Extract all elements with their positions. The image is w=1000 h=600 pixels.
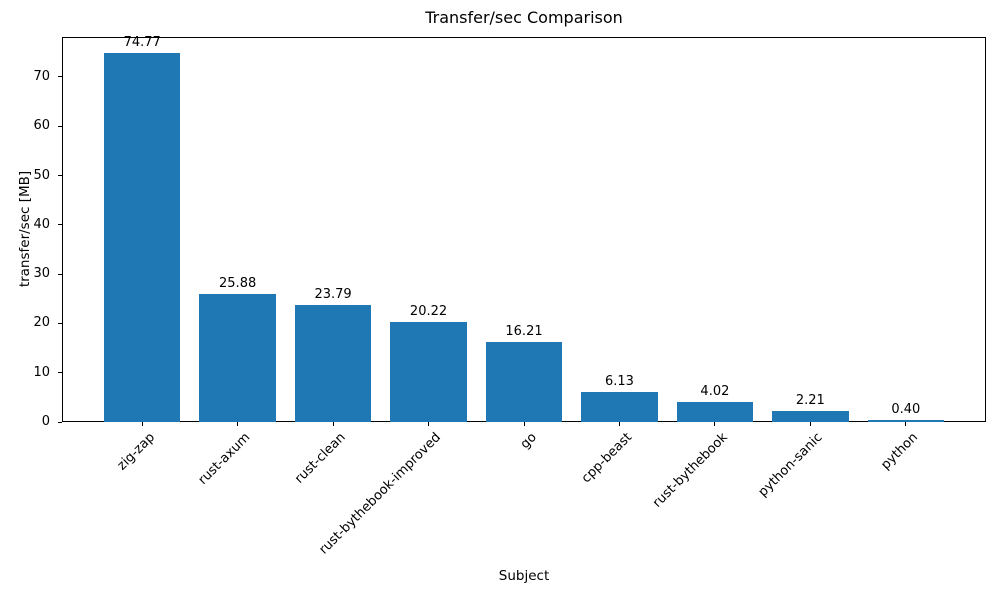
bar [294,304,372,422]
x-tick-label: cpp-beast [578,430,636,487]
x-tick-mark [332,422,334,426]
x-tick-label: zig-zap [114,430,158,474]
bar [390,322,467,422]
bar-value-label: 25.88 [219,276,257,292]
bar [485,342,563,422]
x-tick-mark [905,422,907,426]
bar-value-label: 4.02 [700,384,730,400]
bar-value-label: 74.77 [123,35,161,51]
x-tick-label: go [517,430,540,453]
x-tick-mark [523,422,525,426]
x-tick-mark [428,422,430,426]
bar-value-label: 0.40 [891,402,921,418]
y-tick-mark [58,322,62,324]
bar-value-label: 6.13 [604,373,634,389]
bar [104,53,181,422]
y-tick-label: 0 [41,414,50,429]
x-tick-mark [618,422,620,426]
y-tick-label: 30 [33,266,50,282]
y-tick-label: 10 [33,364,50,380]
y-tick-mark [58,421,62,423]
x-tick-mark [237,422,239,426]
chart-title: Transfer/sec Comparison [425,8,623,27]
x-tick-label: rust-clean [292,430,349,487]
y-tick-mark [58,76,62,78]
y-tick-label: 50 [33,167,50,183]
y-tick-label: 40 [33,216,50,232]
y-tick-label: 20 [33,315,50,331]
y-tick-mark [58,224,62,226]
bar [867,420,944,422]
y-tick-label: 70 [33,68,50,84]
x-tick-label: rust-bythebook [649,430,731,511]
y-tick-mark [58,125,62,127]
y-tick-mark [58,175,62,177]
bar-value-label: 2.21 [795,393,825,409]
bar [772,411,849,422]
bar-value-label: 20.22 [409,304,448,320]
bar-value-label: 23.79 [314,286,352,302]
x-tick-mark [714,422,716,426]
x-tick-label: rust-axum [195,430,254,488]
bar [581,391,658,422]
x-tick-mark [141,422,143,426]
y-tick-label: 60 [33,118,50,134]
x-axis-label: Subject [498,568,550,584]
bar-value-label: 16.21 [505,324,543,340]
x-tick-mark [809,422,811,426]
y-tick-mark [58,273,62,275]
y-tick-mark [58,372,62,374]
x-tick-label: python [878,430,922,473]
bar [676,402,754,422]
bar [199,294,276,422]
x-tick-label: python-sanic [756,430,826,500]
